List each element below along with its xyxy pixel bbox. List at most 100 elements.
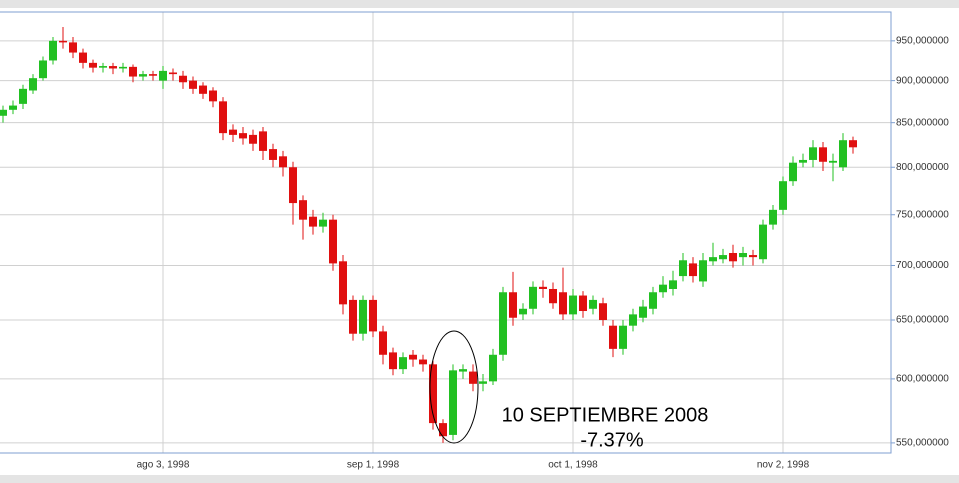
candle-body <box>259 131 267 151</box>
candle-body <box>389 352 397 370</box>
candle-body <box>539 286 547 289</box>
candle-body <box>699 260 707 282</box>
candle-body <box>729 252 737 262</box>
candle-body <box>769 209 777 225</box>
candle-body <box>339 261 347 305</box>
candle-body <box>319 219 327 227</box>
candle-body <box>59 40 67 43</box>
candle-body <box>629 314 637 326</box>
candle-body <box>519 308 527 315</box>
candle-body <box>589 299 597 309</box>
candle-body <box>549 288 557 304</box>
candle-body <box>789 162 797 182</box>
y-tick-label: 550,000000 <box>896 438 949 449</box>
y-tick-label: 600,000000 <box>896 374 949 385</box>
candle-body <box>299 200 307 220</box>
annotation: 10 SEPTIEMBRE 2008 <box>502 404 709 426</box>
candle-body <box>609 325 617 349</box>
x-tick-label: oct 1, 1998 <box>548 460 598 471</box>
x-tick-label: ago 3, 1998 <box>137 460 190 471</box>
candle-body <box>649 292 657 309</box>
candle-body <box>709 257 717 262</box>
candle-body <box>99 66 107 68</box>
candle-body <box>129 66 137 77</box>
candle-body <box>309 216 317 227</box>
candle-body <box>449 370 457 435</box>
candle-body <box>719 255 727 260</box>
candle-body <box>469 371 477 384</box>
candle-body <box>69 42 77 53</box>
y-tick-label: 950,000000 <box>896 35 949 46</box>
y-tick-label: 900,000000 <box>896 75 949 86</box>
candle-body <box>569 295 577 315</box>
x-tick-label: sep 1, 1998 <box>347 460 400 471</box>
candle-body <box>359 299 367 334</box>
candle-body <box>619 325 627 349</box>
candle-body <box>779 181 787 210</box>
candle-body <box>529 286 537 309</box>
bottom-strip <box>0 475 959 483</box>
candle-body <box>349 299 357 334</box>
candle-body <box>809 147 817 160</box>
candle-body <box>89 62 97 68</box>
candle-body <box>819 147 827 162</box>
grid <box>0 12 891 453</box>
candle-body <box>559 292 567 315</box>
candle-body <box>0 109 7 116</box>
candle-body <box>839 140 847 168</box>
candle-body <box>419 359 427 365</box>
annotation: -7.37% <box>580 429 644 451</box>
candle-body <box>109 66 117 69</box>
candle-body <box>409 354 417 360</box>
candle-body <box>329 219 337 264</box>
candle-body <box>49 40 57 61</box>
candle-body <box>279 156 287 168</box>
candle-body <box>489 354 497 382</box>
candle-body <box>119 66 127 69</box>
candles <box>0 27 857 443</box>
candle-body <box>429 364 437 424</box>
candle-body <box>289 167 297 204</box>
candle-body <box>79 52 87 63</box>
candle-body <box>189 80 197 89</box>
y-tick-label: 800,000000 <box>896 162 949 173</box>
y-tick-label: 750,000000 <box>896 209 949 220</box>
y-tick-label: 650,000000 <box>896 315 949 326</box>
candle-body <box>149 74 157 76</box>
candle-body <box>19 88 27 104</box>
candle-body <box>829 160 837 163</box>
candle-body <box>759 224 767 260</box>
candle-body <box>459 369 467 372</box>
candle-body <box>689 263 697 277</box>
candle-body <box>639 306 647 318</box>
candle-body <box>29 78 37 91</box>
candle-body <box>269 149 277 160</box>
candle-body <box>209 90 217 102</box>
y-tick-label: 700,000000 <box>896 260 949 271</box>
candle-body <box>199 85 207 94</box>
candle-body <box>169 72 177 75</box>
candle-body <box>159 70 167 81</box>
candle-body <box>179 75 187 83</box>
candle-body <box>579 295 587 312</box>
candle-body <box>849 140 857 148</box>
candle-body <box>669 280 677 289</box>
candle-body <box>509 292 517 318</box>
candle-body <box>379 331 387 355</box>
candle-body <box>239 133 247 139</box>
plot-frame <box>0 11 892 454</box>
candle-body <box>219 101 227 134</box>
candle-body <box>799 159 807 163</box>
candle-body <box>369 299 377 332</box>
candle-body <box>139 74 147 77</box>
candle-body <box>229 129 237 135</box>
candle-body <box>599 303 607 321</box>
candle-body <box>499 292 507 355</box>
candle-body <box>659 284 667 293</box>
candle-body <box>39 60 47 79</box>
candle-body <box>399 357 407 370</box>
y-tick-label: 850,000000 <box>896 117 949 128</box>
